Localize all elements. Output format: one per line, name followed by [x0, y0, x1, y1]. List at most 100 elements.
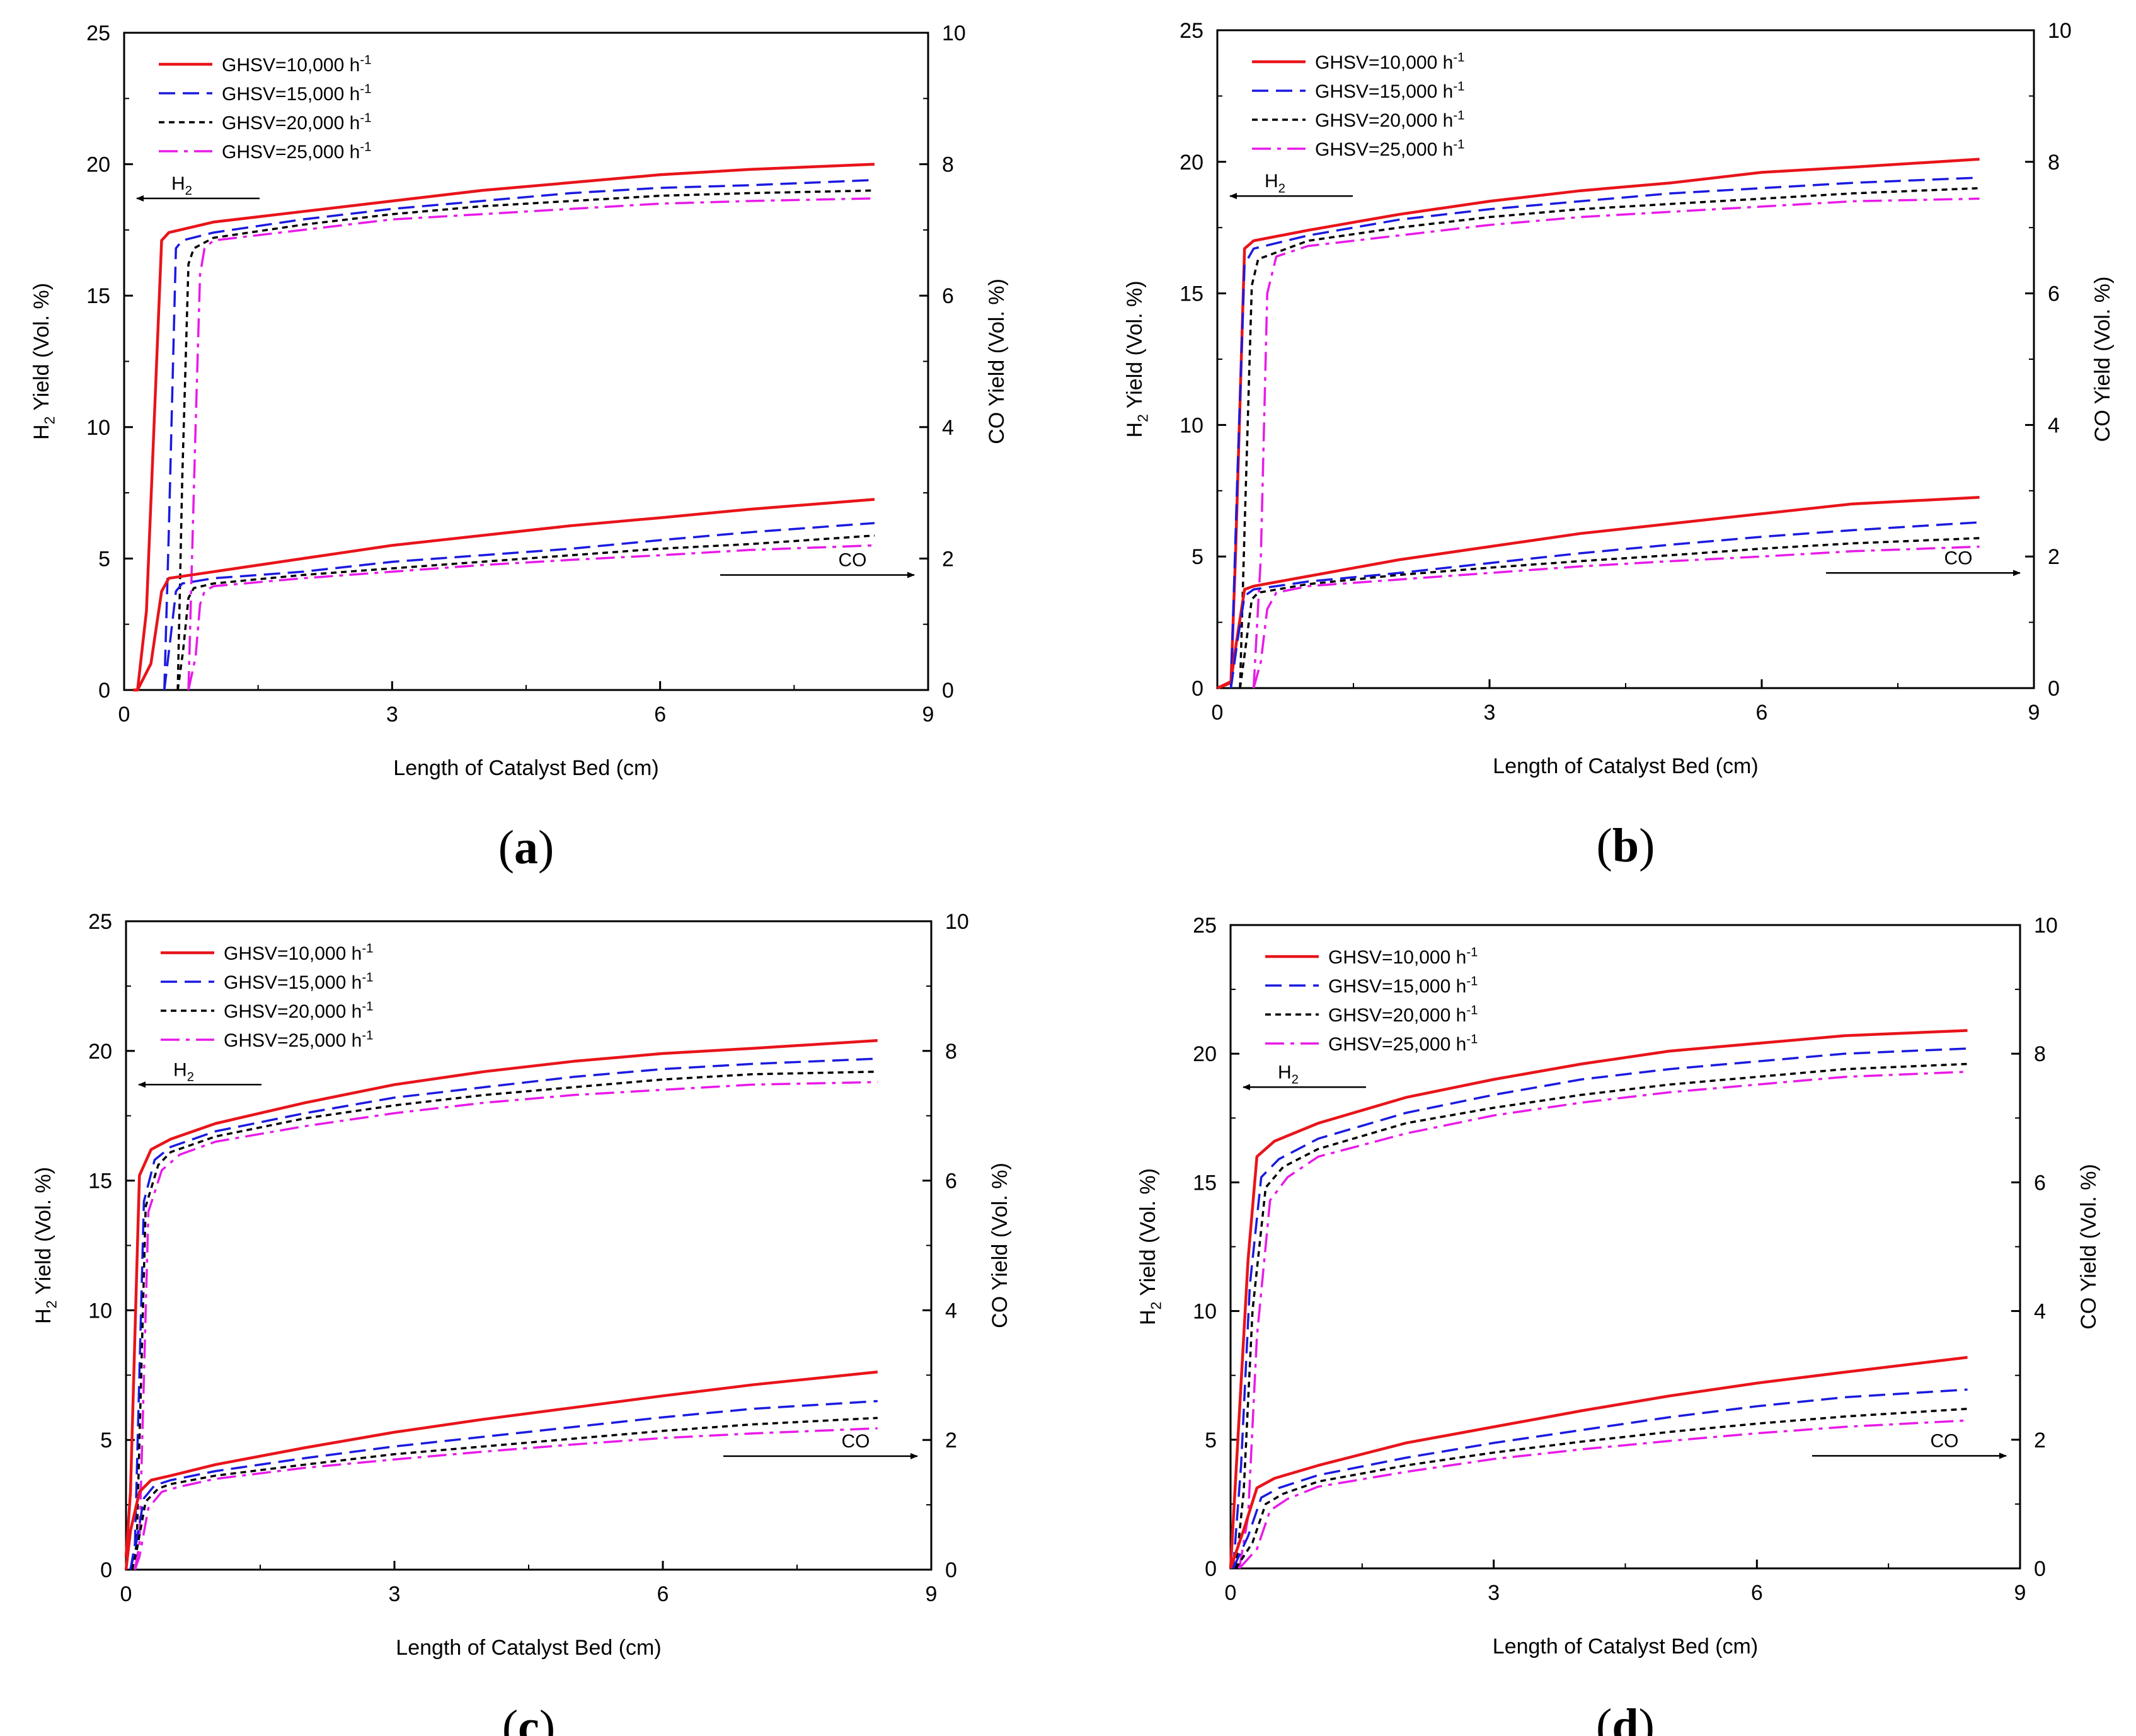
x-tick-label: 3 — [386, 703, 398, 727]
series-line — [1238, 1419, 1968, 1570]
y-left-tick-label: 20 — [86, 153, 110, 177]
x-tick-label: 6 — [1751, 1581, 1763, 1605]
x-tick-label: 0 — [120, 1582, 132, 1606]
y-right-tick-label: 8 — [945, 1040, 957, 1064]
y-right-tick-label: 2 — [2034, 1428, 2046, 1452]
series-line — [1217, 495, 1980, 690]
y-left-tick-label: 10 — [88, 1299, 112, 1323]
y-right-tick-label: 6 — [945, 1170, 957, 1193]
y-left-tick-label: 5 — [1205, 1428, 1217, 1452]
x-tick-label: 6 — [657, 1582, 669, 1606]
y-right-tick-label: 4 — [2048, 413, 2060, 437]
x-tick-label: 0 — [1212, 701, 1224, 725]
series-line — [1234, 1408, 1968, 1569]
co-arrow-label: CO — [1931, 1430, 1959, 1451]
legend-label: GHSV=15,000 h-1 — [1315, 80, 1464, 102]
series-line — [187, 544, 875, 691]
y-right-tick-label: 0 — [945, 1558, 957, 1582]
y-right-tick-label: 0 — [2034, 1557, 2046, 1581]
series-line — [134, 1081, 878, 1570]
legend-label: GHSV=20,000 h-1 — [222, 112, 371, 134]
y-right-tick-label: 2 — [2048, 545, 2060, 569]
y-left-tick-label: 25 — [1180, 19, 1203, 43]
co-arrow-label: CO — [1944, 548, 1973, 568]
co-arrow-label: CO — [839, 549, 867, 570]
legend-label: GHSV=15,000 h-1 — [224, 971, 373, 993]
y-right-tick-label: 4 — [945, 1299, 957, 1323]
y-left-tick-label: 10 — [86, 416, 110, 440]
x-axis-title: Length of Catalyst Bed (cm) — [1493, 754, 1758, 778]
y-left-tick-label: 20 — [88, 1040, 112, 1064]
y-left-tick-label: 15 — [86, 284, 110, 308]
panel-label: (d) — [1596, 1699, 1655, 1736]
series-line — [129, 1057, 878, 1570]
series-line — [1229, 1029, 1968, 1569]
y-right-tick-label: 8 — [942, 153, 954, 177]
y-right-tick-label: 0 — [942, 679, 954, 703]
series-line — [134, 1427, 878, 1570]
x-tick-label: 9 — [2028, 701, 2040, 725]
series-line — [163, 178, 875, 691]
x-axis-title: Length of Catalyst Bed (cm) — [393, 756, 658, 780]
y-right-tick-label: 4 — [2034, 1300, 2046, 1324]
y-left-tick-label: 15 — [88, 1170, 112, 1193]
series-line — [1238, 1071, 1968, 1569]
h2-arrow-label: H2 — [173, 1059, 194, 1084]
y-right-tick-label: 6 — [2034, 1171, 2046, 1195]
legend-label: GHSV=15,000 h-1 — [1328, 975, 1478, 997]
x-tick-label: 3 — [389, 1582, 401, 1606]
series-line — [129, 1400, 878, 1570]
y-left-tick-label: 5 — [100, 1428, 112, 1452]
series-line — [1217, 158, 1980, 690]
legend-label: GHSV=10,000 h-1 — [224, 942, 373, 964]
panel-label: (c) — [502, 1701, 555, 1736]
co-arrow-label: CO — [842, 1431, 870, 1452]
y-left-tick-label: 15 — [1193, 1171, 1217, 1195]
y-right-tick-label: 8 — [2034, 1042, 2046, 1066]
y-right-axis-title: CO Yield (Vol. %) — [985, 279, 1009, 444]
series-line — [131, 1417, 878, 1570]
h2-arrow-label: H2 — [171, 173, 192, 198]
series-line — [176, 189, 875, 691]
series-line — [1232, 1047, 1968, 1569]
y-right-tick-label: 2 — [942, 547, 954, 571]
y-left-tick-label: 10 — [1180, 413, 1203, 437]
series-line — [1252, 197, 1980, 689]
legend-label: GHSV=10,000 h-1 — [1315, 51, 1464, 73]
panel-label: (b) — [1597, 819, 1655, 872]
series-line — [187, 197, 875, 691]
y-left-tick-label: 0 — [98, 679, 110, 703]
series-line — [133, 498, 875, 692]
y-left-axis-title: H2 Yield (Vol. %) — [1136, 1168, 1164, 1325]
legend-label: GHSV=25,000 h-1 — [222, 141, 371, 163]
legend-label: GHSV=25,000 h-1 — [224, 1029, 373, 1051]
legend-label: GHSV=25,000 h-1 — [1315, 138, 1464, 160]
series-line — [176, 534, 875, 691]
legend-label: GHSV=20,000 h-1 — [224, 1000, 373, 1022]
x-tick-label: 3 — [1488, 1581, 1500, 1605]
y-left-axis-title: H2 Yield (Vol. %) — [30, 283, 58, 440]
y-right-tick-label: 10 — [2034, 914, 2058, 938]
y-right-tick-label: 10 — [942, 21, 966, 45]
series-line — [1252, 545, 1980, 689]
y-left-axis-title: H2 Yield (Vol. %) — [1123, 280, 1151, 437]
y-right-tick-label: 2 — [945, 1428, 957, 1452]
series-line — [124, 1370, 878, 1570]
x-tick-label: 9 — [926, 1582, 938, 1606]
x-tick-label: 9 — [2014, 1581, 2026, 1605]
legend-label: GHSV=10,000 h-1 — [1328, 946, 1478, 968]
y-right-tick-label: 6 — [2048, 282, 2060, 306]
panel-label: (a) — [498, 821, 554, 874]
series-line — [133, 163, 875, 692]
x-tick-label: 0 — [118, 703, 130, 727]
x-axis-title: Length of Catalyst Bed (cm) — [396, 1636, 661, 1660]
series-line — [1239, 537, 1980, 689]
y-right-tick-label: 10 — [945, 910, 969, 934]
y-left-tick-label: 0 — [1191, 677, 1203, 701]
x-tick-label: 0 — [1225, 1581, 1237, 1605]
series-line — [1234, 1062, 1968, 1569]
h2-arrow-label: H2 — [1278, 1062, 1299, 1086]
